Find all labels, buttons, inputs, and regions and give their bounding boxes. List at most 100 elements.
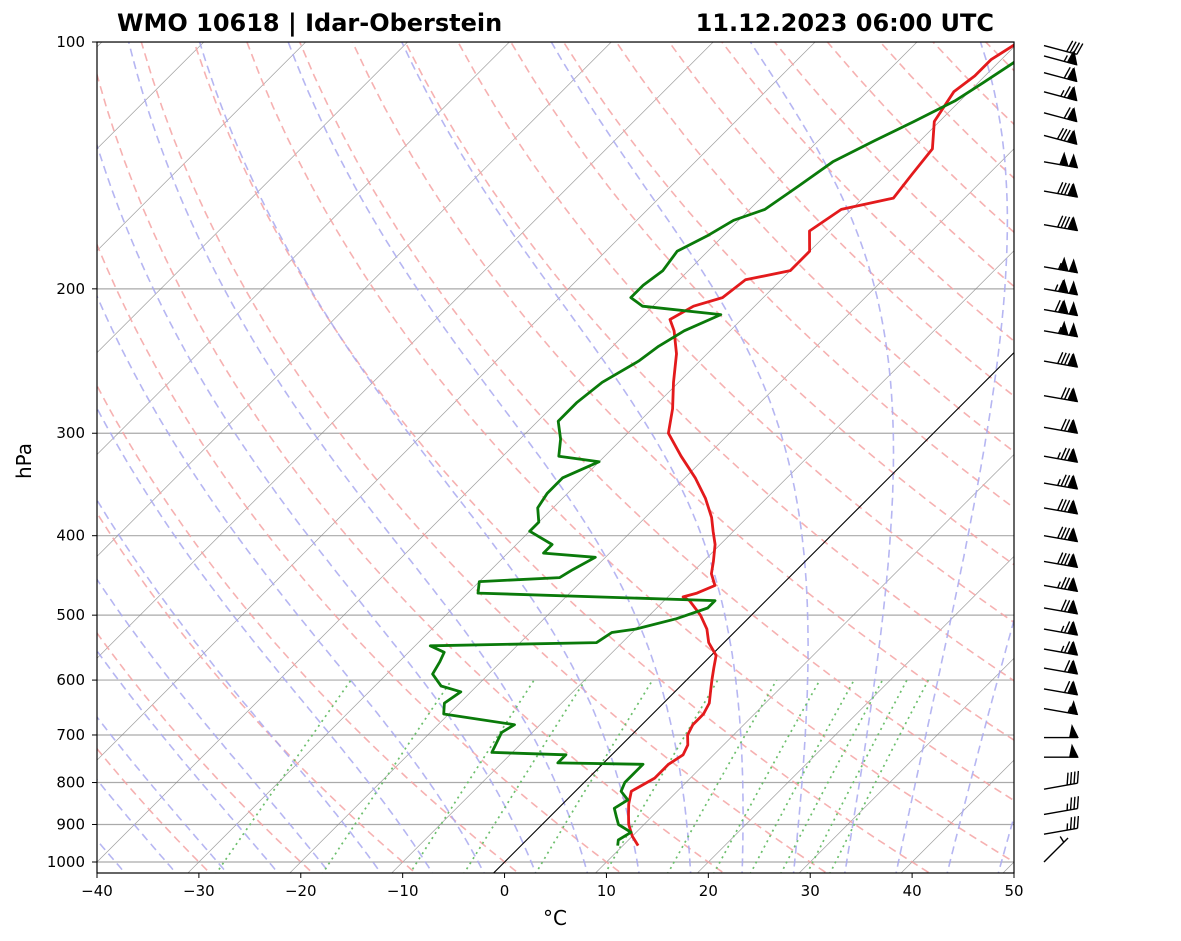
moist-adiabat-line: [287, 42, 692, 873]
y-tick-label: 1000: [47, 853, 85, 871]
profiles: [428, 43, 1014, 847]
temperature-profile-line: [627, 43, 1014, 847]
wind-barb: [1043, 836, 1069, 863]
wind-barb-flag: [1063, 448, 1071, 461]
wind-barb-pennant: [1059, 278, 1069, 294]
x-tick-label: 10: [597, 882, 616, 900]
isotherm-line: [696, 555, 1014, 873]
wind-barb-pennant: [1068, 50, 1078, 66]
dry-adiabat-line: [246, 42, 1014, 863]
wind-barb-flag: [1063, 86, 1071, 98]
wind-barb-half-flag: [1059, 836, 1065, 843]
x-tick-label: 0: [500, 882, 510, 900]
dry-adiabat-line: [1144, 42, 1181, 879]
y-tick-label: 400: [56, 527, 85, 545]
wind-barb-pennant: [1068, 153, 1079, 169]
wind-barb-flag: [1067, 528, 1074, 541]
isotherm-line: [798, 657, 1014, 873]
wind-barb-pennant: [1068, 640, 1079, 656]
wind-barb-flag: [1063, 499, 1071, 512]
wind-barb-flag: [1066, 86, 1075, 99]
isotherm-line: [595, 453, 1014, 873]
x-tick-label: −20: [285, 882, 317, 900]
wind-barb-shaft: [1043, 807, 1078, 816]
wind-barb-flag: [1054, 299, 1061, 312]
wind-barb-flag: [1069, 797, 1073, 810]
wind-barb-flag: [1063, 553, 1071, 566]
wind-barb: [1043, 796, 1080, 816]
wind-barb-flag: [1060, 387, 1067, 400]
wind-barb-pennant: [1068, 576, 1079, 592]
wind-barb-flag: [1067, 554, 1074, 566]
dry-adiabat-line: [97, 747, 212, 873]
wind-barb-pennant: [1068, 216, 1079, 232]
moist-adiabat-line: [550, 42, 809, 873]
wind-barb: [1043, 278, 1079, 296]
dry-adiabat-line: [97, 511, 417, 873]
wind-barb-flag: [1057, 351, 1064, 364]
dry-adiabat-line: [140, 42, 829, 873]
wind-barb-flag: [1076, 43, 1084, 55]
dry-adiabat-line: [97, 71, 726, 873]
wind-barb-pennant: [1068, 723, 1079, 739]
wind-barb-pennant: [1068, 447, 1079, 463]
wind-barb: [1043, 215, 1079, 232]
wind-barb: [1043, 447, 1079, 463]
wind-barb-flag: [1067, 621, 1074, 634]
wind-barb-pennant: [1068, 352, 1079, 368]
wind-barb-pennant: [1059, 320, 1069, 336]
mixing-ratio-line: [604, 679, 719, 873]
wind-barb-flag: [1076, 770, 1080, 784]
wind-barb-flag: [1073, 816, 1076, 829]
plot-frame: [96, 41, 1015, 874]
wind-barb-flag: [1063, 641, 1071, 654]
wind-barb-flag: [1066, 67, 1075, 80]
wind-barb-shaft: [1043, 827, 1078, 835]
x-tick-label: 40: [903, 882, 922, 900]
isotherm-line: [97, 42, 612, 557]
wind-barb-flag: [1063, 680, 1071, 693]
moist-adiabat-line: [401, 42, 744, 873]
wind-barb-flag: [1057, 552, 1064, 565]
wind-barb-flag: [1076, 815, 1080, 829]
wind-barb: [1043, 40, 1084, 56]
wind-barb-flag: [1067, 217, 1074, 230]
wind-barb-half-flag: [1057, 262, 1062, 270]
wind-barb-flag: [1063, 660, 1071, 672]
wind-barb-flag: [1067, 475, 1074, 488]
mixing-ratio-line: [806, 679, 908, 873]
wind-barb-flag: [1066, 772, 1069, 786]
wind-barb-flag: [1067, 448, 1074, 461]
wind-barb-flag: [1060, 474, 1067, 487]
y-tick-label: 500: [56, 606, 85, 624]
background-lines: [97, 42, 1181, 879]
wind-barb-flag: [1067, 353, 1074, 366]
wind-barb-flag: [1057, 215, 1064, 228]
y-tick-label: 200: [56, 280, 85, 298]
isotherm-line: [97, 42, 816, 761]
wind-barb: [1043, 680, 1079, 696]
wind-barb-flag: [1060, 499, 1067, 512]
dry-adiabat-line: [298, 42, 1014, 802]
wind-barb-flag: [1067, 578, 1074, 590]
isotherm-line: [1002, 861, 1014, 873]
wind-barb-pennant: [1059, 256, 1069, 272]
isotherm-line: [97, 42, 408, 354]
wind-barb-flag: [1069, 772, 1073, 785]
wind-barb: [1043, 106, 1078, 123]
wind-barb-flag: [1060, 552, 1067, 565]
isotherm-line: [97, 42, 306, 252]
isotherm-line: [97, 42, 918, 863]
wind-barb-flag: [1063, 66, 1071, 79]
wind-barb-flag: [1057, 181, 1064, 194]
y-axis-label: hPa: [12, 443, 36, 479]
mixing-ratio-line: [780, 679, 884, 873]
wind-barb-flag: [1072, 42, 1081, 54]
wind-barb-flag: [1063, 353, 1071, 366]
y-tick-label: 700: [56, 726, 85, 744]
wind-barb: [1043, 299, 1079, 317]
dry-adiabat-line: [1039, 42, 1181, 879]
wind-barb: [1043, 474, 1079, 490]
wind-barb: [1043, 620, 1079, 636]
wind-barb-flag: [1073, 771, 1076, 784]
